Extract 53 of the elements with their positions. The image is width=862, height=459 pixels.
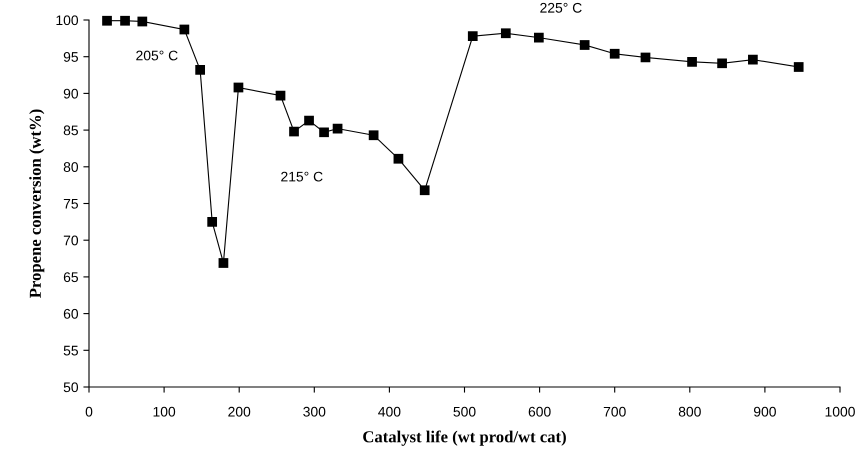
point bbox=[687, 56, 697, 67]
x-tick-label: 100 bbox=[154, 406, 176, 417]
point bbox=[748, 54, 758, 64]
x-tick-label: 600 bbox=[528, 406, 551, 417]
x-tick-label: 900 bbox=[754, 406, 776, 417]
x-tick-label: 300 bbox=[303, 406, 326, 417]
y-tick-label: 65 bbox=[64, 272, 78, 282]
y-tick-label: 55 bbox=[64, 346, 78, 356]
x-tick-label: 200 bbox=[228, 406, 250, 417]
y-tick-label: 60 bbox=[64, 308, 78, 319]
y-tick-label: 50 bbox=[64, 382, 78, 392]
point bbox=[717, 58, 727, 68]
annotation: 215° C bbox=[281, 172, 323, 182]
x-axis-title: Catalyst life (wt prod/wt cat) bbox=[363, 430, 566, 446]
point bbox=[304, 116, 314, 126]
point bbox=[289, 126, 299, 136]
point bbox=[120, 16, 130, 26]
y-tick-label: 90 bbox=[64, 88, 78, 99]
point bbox=[102, 16, 112, 26]
y-tick-label: 75 bbox=[64, 198, 78, 209]
point bbox=[534, 32, 544, 42]
point bbox=[180, 24, 190, 34]
y-tick-label: 80 bbox=[64, 162, 78, 172]
point bbox=[218, 258, 228, 268]
point bbox=[500, 28, 511, 38]
x-tick-label: 700 bbox=[604, 406, 626, 417]
x-tick-label: 400 bbox=[378, 406, 400, 417]
x-tick-label: 500 bbox=[453, 406, 476, 417]
point bbox=[420, 185, 430, 196]
x-tick-label: 0 bbox=[86, 406, 92, 417]
point bbox=[794, 62, 804, 72]
y-tick-label: 85 bbox=[64, 125, 78, 136]
annotation: 205° C bbox=[136, 50, 178, 60]
point bbox=[207, 216, 218, 227]
y-axis-title: Propene conversion (wt%) bbox=[29, 109, 44, 298]
x-tick-label: 800 bbox=[678, 406, 701, 417]
point bbox=[319, 127, 329, 138]
point bbox=[610, 48, 620, 59]
y-tick-label: 100 bbox=[56, 15, 78, 26]
y-tick-label: 70 bbox=[64, 236, 78, 246]
x-tick-label: 1000 bbox=[826, 406, 855, 417]
point bbox=[234, 82, 244, 92]
point bbox=[195, 65, 206, 75]
point bbox=[276, 90, 286, 100]
point bbox=[640, 52, 650, 62]
text: 225° C bbox=[540, 2, 582, 13]
point bbox=[137, 16, 148, 26]
point bbox=[580, 40, 590, 50]
point bbox=[468, 31, 478, 42]
point bbox=[332, 124, 342, 134]
y-tick-label: 95 bbox=[64, 52, 78, 62]
point bbox=[394, 154, 404, 164]
point bbox=[368, 130, 378, 140]
